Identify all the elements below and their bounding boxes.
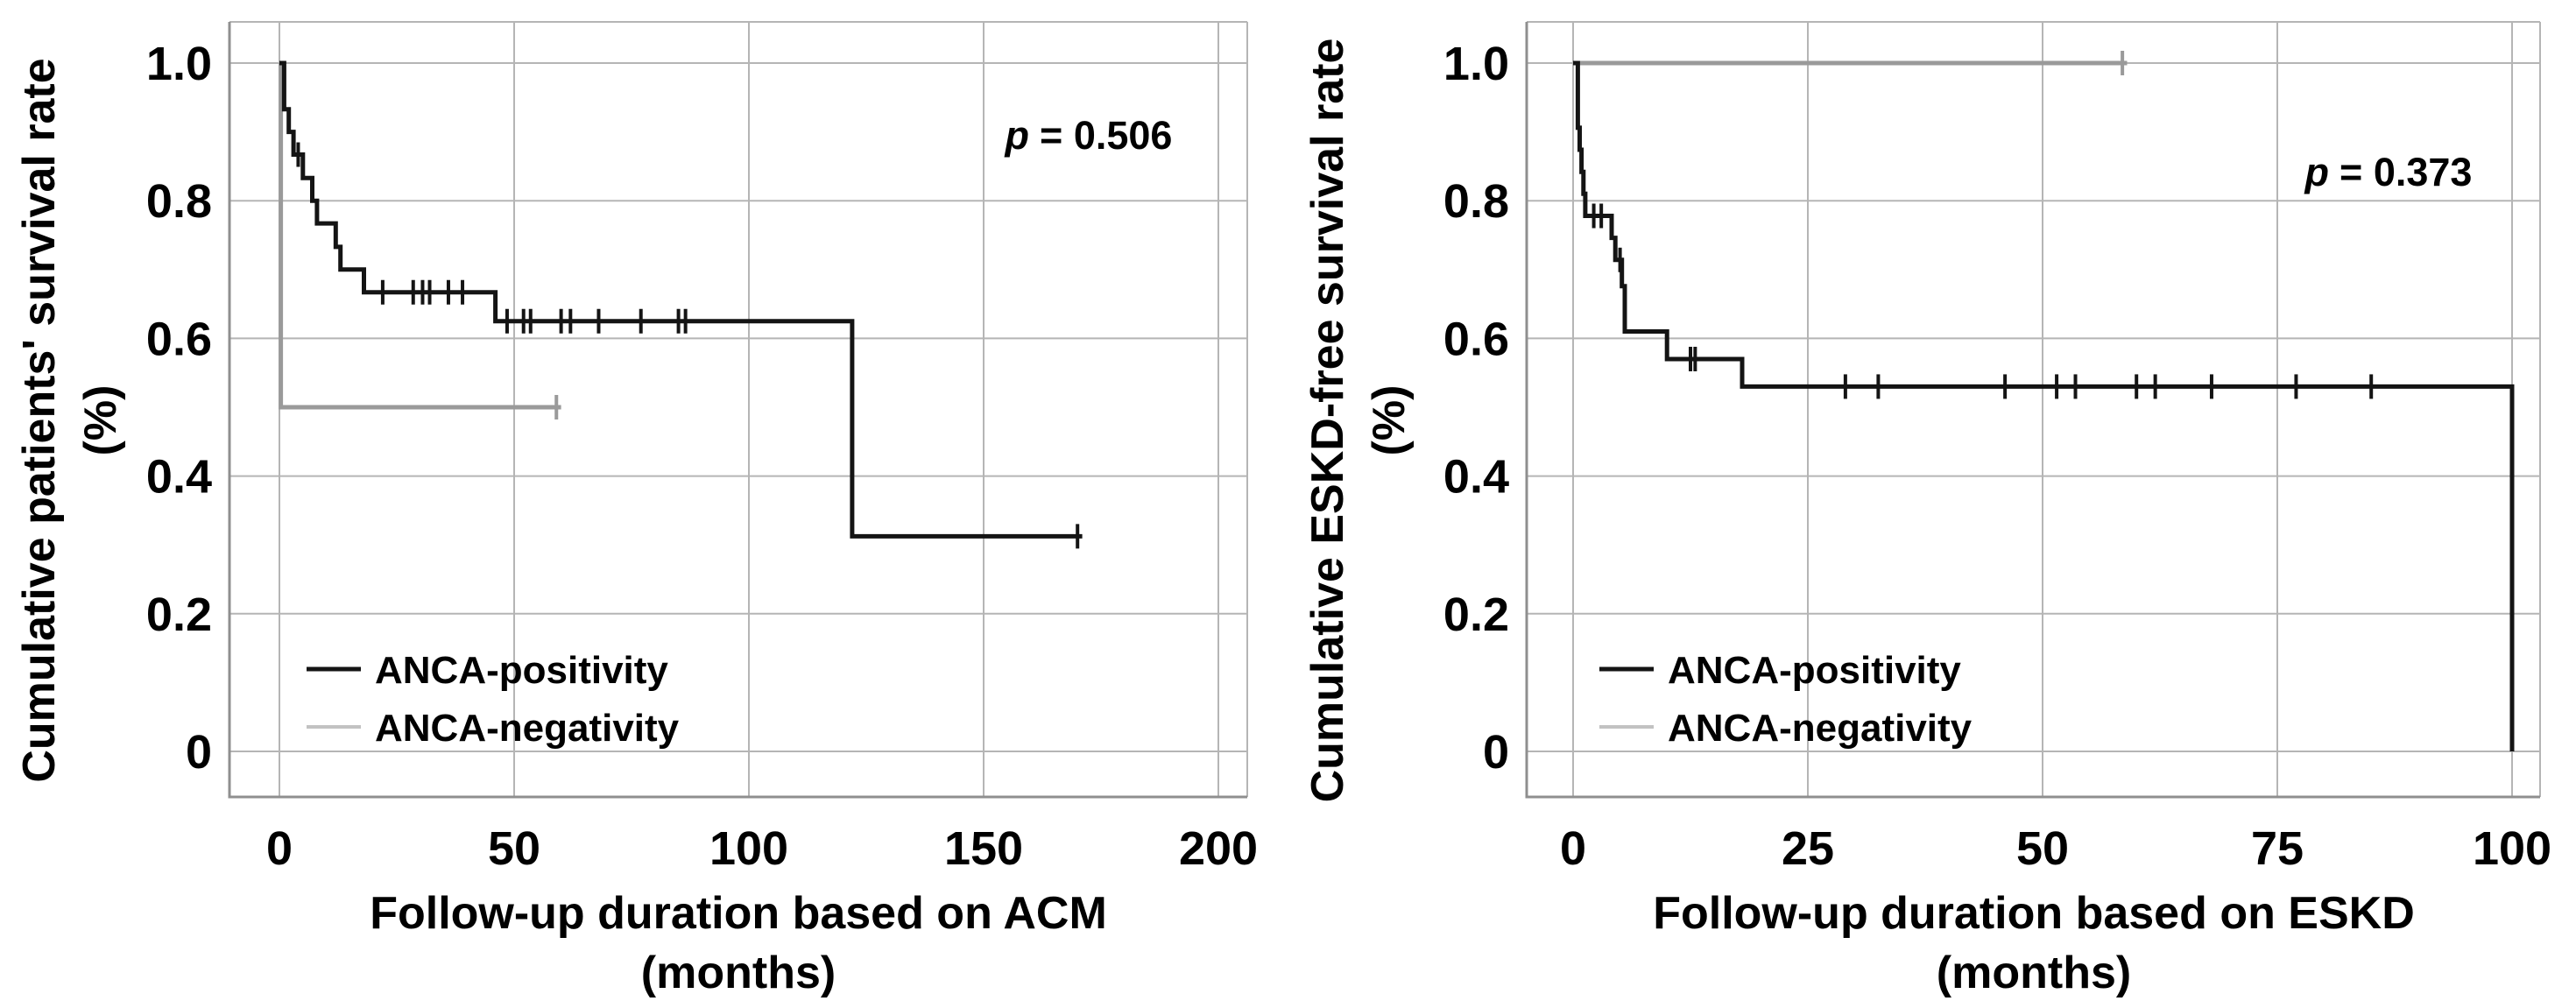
y-axis-title-line1: Cumulative ESKD-free survival rate	[1302, 39, 1353, 803]
y-tick-label: 0.6	[1443, 313, 1509, 365]
y-tick-label: 0	[1483, 726, 1509, 779]
y-axis-title-line1: Cumulative patients' survival rate	[14, 58, 65, 782]
x-axis-title-line2: (months)	[1937, 948, 2131, 998]
panel-acm: 1.0 0.8 0.6 0.4 0.2 0 0 50 100 150 200 Follow-up du…	[14, 21, 1258, 998]
x-tick-label: 200	[1179, 822, 1258, 875]
x-tick-label: 0	[1560, 822, 1586, 875]
p-value-symbol: p	[1005, 113, 1030, 158]
y-tick-label: 0.8	[146, 175, 212, 228]
x-tick-label: 25	[1782, 822, 1834, 875]
y-tick-label: 0.4	[1443, 451, 1509, 504]
x-tick-label: 50	[2016, 822, 2069, 875]
legend-label-anca-positivity: ANCA-positivity	[375, 649, 668, 692]
x-tick-label: 100	[2473, 822, 2551, 875]
panel-eskd: 1.0 0.8 0.6 0.4 0.2 0 0 25 50 75 100 Follow-up dura…	[1288, 0, 2576, 1008]
series-line-anca-positivity	[279, 60, 1083, 539]
y-tick-label: 0.8	[1443, 175, 1509, 228]
p-value-label: p = 0.506	[1005, 113, 1173, 158]
legend-label-anca-negativity: ANCA-negativity	[1668, 707, 1973, 750]
series-line-anca-positivity	[1573, 60, 2515, 751]
x-tick-label: 75	[2251, 822, 2304, 875]
x-tick-label: 50	[488, 822, 540, 875]
y-tick-label: 0.6	[146, 313, 212, 365]
x-tick-label: 100	[709, 822, 788, 875]
km-plot-eskd: 1.0 0.8 0.6 0.4 0.2 00 25 50 75 100 Follow-up dura…	[1302, 21, 2551, 998]
series-line-anca-negativity	[279, 60, 561, 410]
legend-label-anca-positivity: ANCA-positivity	[1668, 649, 1961, 692]
x-axis-title-line2: (months)	[641, 948, 836, 998]
p-value-number: = 0.373	[2340, 150, 2472, 194]
x-axis-title-line1: Follow-up duration based on ACM	[370, 888, 1107, 939]
y-tick-label: 0	[186, 726, 212, 779]
legend-label-anca-negativity: ANCA-negativity	[375, 707, 680, 750]
p-value-symbol: p	[2304, 150, 2330, 194]
x-axis-title-line1: Follow-up duration based on ESKD	[1653, 888, 2415, 939]
y-tick-label: 0.4	[146, 451, 212, 504]
y-tick-label: 1.0	[146, 38, 212, 90]
p-value-label: p = 0.373	[2304, 150, 2473, 194]
p-value-number: = 0.506	[1040, 113, 1172, 158]
y-axis-title-line2: (%)	[75, 385, 126, 456]
y-tick-label: 1.0	[1443, 38, 1509, 90]
y-tick-label: 0.2	[146, 589, 212, 641]
x-tick-label: 150	[944, 822, 1023, 875]
y-axis-title-line2: (%)	[1364, 385, 1415, 456]
x-tick-label: 0	[266, 822, 293, 875]
km-plot-acm: 1.0 0.8 0.6 0.4 0.2 0 0 50 100 150 200 Follow-up du…	[14, 21, 1258, 998]
y-tick-label: 0.2	[1443, 589, 1509, 641]
